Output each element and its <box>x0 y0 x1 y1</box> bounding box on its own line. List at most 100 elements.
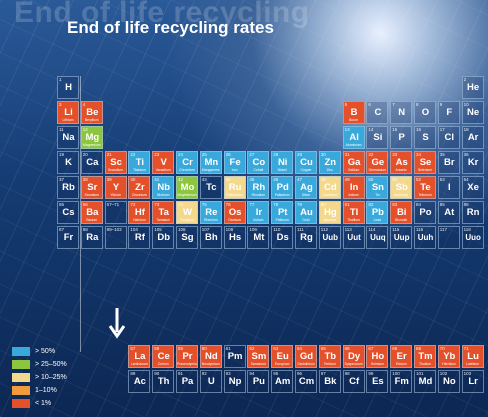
element-cell-ni: 28 Ni Nickel <box>271 151 294 174</box>
atomic-number: 83 <box>392 202 398 207</box>
element-cell-be: 4 Be Beryllium <box>80 101 103 124</box>
element-cell-uub: 112 Uub <box>318 226 341 249</box>
element-symbol: S <box>422 132 429 143</box>
element-symbol: Pt <box>277 207 288 218</box>
atomic-number: 35 <box>439 152 445 157</box>
element-cell-tb: 65 Tb Terbium <box>318 345 341 368</box>
element-name: Scandium <box>108 168 124 172</box>
page-title: End of life recycling rates <box>67 18 274 37</box>
actinide-marker-label: 89–103 <box>106 227 122 232</box>
element-symbol: As <box>395 157 408 168</box>
element-symbol: Pb <box>371 207 384 218</box>
element-symbol: F <box>446 107 453 118</box>
atomic-number: 52 <box>416 177 422 182</box>
element-cell-se: 34 Se Selenium <box>414 151 436 174</box>
element-symbol: Uuo <box>465 233 481 242</box>
element-cell-pb: 82 Pb Lead <box>366 201 389 224</box>
legend-label: > 50% <box>35 348 56 355</box>
arrow-down-icon <box>108 308 126 339</box>
element-cell-pm: 61 Pm <box>223 345 246 368</box>
element-symbol: Hg <box>323 207 337 218</box>
atomic-number: 14 <box>368 127 374 132</box>
element-cell-ti: 22 Ti Titanium <box>128 151 151 174</box>
element-cell-uuh: 116 Uuh <box>414 226 436 249</box>
element-name: Ytterbium <box>441 362 457 366</box>
element-name: Praseodymium <box>177 362 197 366</box>
atomic-number: 74 <box>178 202 184 207</box>
element-symbol: Sg <box>181 232 194 243</box>
element-symbol: Na <box>62 132 75 143</box>
element-symbol: Tm <box>418 351 433 362</box>
atomic-number: 60 <box>201 346 207 351</box>
element-cell-k: 19 K <box>57 151 79 174</box>
atomic-number: 19 <box>59 152 65 157</box>
element-symbol: Bk <box>324 376 337 387</box>
element-cell-db: 105 Db <box>152 226 175 249</box>
element-symbol: Cf <box>349 376 360 387</box>
element-symbol: Tl <box>349 207 359 218</box>
atomic-number: 29 <box>297 152 303 157</box>
legend-item: > 25–50% <box>12 360 102 369</box>
element-symbol: H <box>65 82 72 93</box>
element-symbol: Th <box>157 376 170 387</box>
atomic-number: 73 <box>154 202 160 207</box>
element-symbol: Br <box>444 157 455 168</box>
element-symbol: C <box>374 107 382 118</box>
element-symbol: Au <box>300 207 313 218</box>
atomic-number: 18 <box>463 127 469 132</box>
element-name: Copper <box>300 168 312 172</box>
element-symbol: Kr <box>467 157 479 168</box>
element-symbol: Uut <box>347 233 361 242</box>
element-name: Ruthenium <box>226 193 243 197</box>
atomic-number: 88 <box>82 227 88 232</box>
element-cell-ba: 56 Ba Barium <box>80 201 103 224</box>
element-cell-pa: 91 Pa <box>176 370 198 393</box>
element-symbol: Al <box>349 132 359 143</box>
element-name: Strontium <box>84 193 100 197</box>
atomic-number: 76 <box>225 202 231 207</box>
element-cell-cl: 17 Cl <box>437 126 460 149</box>
element-symbol: Rb <box>62 182 75 193</box>
element-cell-s: 16 S <box>414 126 436 149</box>
element-cell-pt: 78 Pt Platinum <box>271 201 294 224</box>
atomic-number: 114 <box>368 227 376 232</box>
element-cell-sm: 62 Sm Samarium <box>247 345 270 368</box>
element-cell-co: 27 Co Cobalt <box>247 151 270 174</box>
element-cell-rg: 111 Rg <box>295 226 317 249</box>
element-symbol: Li <box>64 107 73 118</box>
legend-swatch <box>12 373 30 382</box>
element-name: Terbium <box>323 362 336 366</box>
lanthanide-marker-cell: 57–71 <box>104 201 127 224</box>
element-symbol: Ra <box>86 232 99 243</box>
element-cell-li: 3 Li Lithium <box>57 101 79 124</box>
atomic-number: 4 <box>82 102 86 107</box>
element-cell-sr: 38 Sr Strontium <box>80 176 103 199</box>
group-2-guide-line <box>80 76 81 352</box>
element-cell-am: 95 Am <box>271 370 294 393</box>
element-cell-cd: 48 Cd Cadmium <box>318 176 341 199</box>
element-symbol: Tc <box>206 182 217 193</box>
atomic-number: 22 <box>130 152 136 157</box>
element-cell-at: 85 At <box>437 201 460 224</box>
element-symbol: Os <box>228 207 242 218</box>
element-name: Hafnium <box>133 218 146 222</box>
element-cell-hg: 80 Hg Mercury <box>318 201 341 224</box>
lanthanide-marker-label: 57–71 <box>106 202 120 207</box>
element-cell-cr: 24 Cr Chromium <box>176 151 198 174</box>
atomic-number: 81 <box>344 202 350 207</box>
atomic-number: 41 <box>154 177 160 182</box>
element-symbol: Sb <box>395 182 408 193</box>
element-symbol: Ti <box>135 157 145 168</box>
element-cell-np: 93 Np <box>223 370 246 393</box>
element-name: Tungsten <box>179 218 194 222</box>
element-cell-th: 90 Th <box>152 370 175 393</box>
element-cell-mn: 25 Mn Manganese <box>199 151 222 174</box>
element-symbol: Ru <box>228 182 242 193</box>
atomic-number: 69 <box>416 346 422 351</box>
element-symbol: No <box>442 376 456 387</box>
atomic-number: 90 <box>154 371 160 376</box>
atomic-number: 110 <box>273 227 281 232</box>
element-name: Gold <box>302 218 310 222</box>
element-symbol: In <box>349 182 359 193</box>
